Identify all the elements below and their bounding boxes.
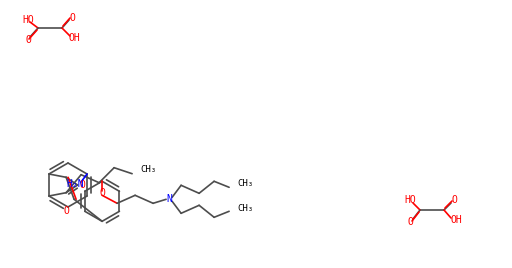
Text: O: O (25, 35, 31, 45)
Text: CH₃: CH₃ (237, 204, 253, 213)
Text: O: O (451, 195, 457, 205)
Text: HO: HO (22, 15, 34, 25)
Text: HO: HO (404, 195, 416, 205)
Text: O: O (69, 13, 75, 23)
Text: O: O (407, 217, 413, 227)
Text: CH₃: CH₃ (140, 165, 156, 174)
Text: O: O (63, 206, 69, 216)
Text: O: O (99, 188, 105, 198)
Text: H₂N: H₂N (66, 179, 84, 189)
Text: O: O (79, 180, 86, 190)
Text: OH: OH (450, 215, 462, 225)
Text: CH₃: CH₃ (237, 179, 253, 188)
Text: N: N (166, 194, 172, 204)
Text: OH: OH (68, 33, 80, 43)
